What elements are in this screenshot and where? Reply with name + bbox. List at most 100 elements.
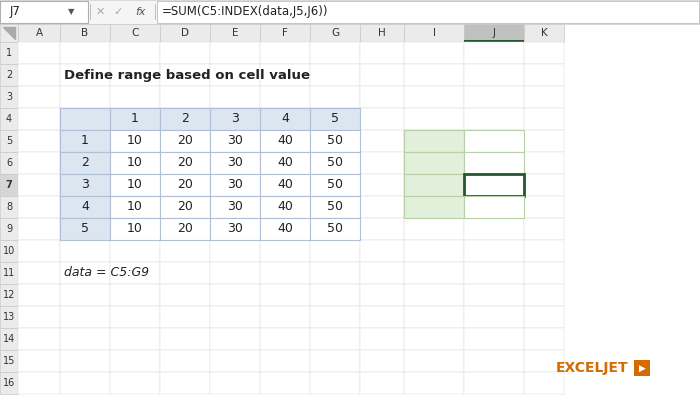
Bar	[464, 306, 524, 328]
Bar	[0, 86, 18, 108]
Bar	[404, 350, 464, 372]
Text: =SUM(C5:INDEX(data,J5,J6)): =SUM(C5:INDEX(data,J5,J6))	[162, 6, 328, 18]
Bar	[210, 108, 260, 130]
Text: ✕: ✕	[95, 7, 105, 17]
Bar	[464, 86, 524, 108]
Text: 20: 20	[177, 222, 193, 236]
Bar	[60, 218, 110, 240]
Bar	[210, 218, 260, 240]
Text: 50: 50	[327, 200, 343, 214]
Bar	[0, 0, 700, 24]
Bar	[0, 328, 18, 350]
Text: 30: 30	[227, 134, 243, 148]
Bar	[464, 262, 524, 284]
Bar	[360, 218, 404, 240]
Bar	[0, 240, 18, 262]
Bar	[0, 306, 18, 328]
Bar	[160, 108, 210, 130]
Text: 5: 5	[331, 112, 339, 126]
Bar	[60, 350, 110, 372]
Bar	[260, 328, 310, 350]
Bar	[524, 196, 564, 218]
Text: 10: 10	[127, 178, 143, 192]
Bar	[404, 328, 464, 350]
Bar	[360, 174, 404, 196]
Text: I: I	[433, 28, 435, 38]
Bar	[210, 130, 260, 152]
Bar	[524, 284, 564, 306]
Bar	[260, 130, 310, 152]
Bar	[360, 372, 404, 394]
Bar	[160, 350, 210, 372]
Bar	[310, 108, 360, 130]
Bar	[110, 108, 160, 130]
Text: 10: 10	[127, 200, 143, 214]
Bar	[110, 218, 160, 240]
Bar	[464, 328, 524, 350]
Bar	[404, 372, 464, 394]
Bar	[404, 240, 464, 262]
Bar	[360, 240, 404, 262]
Text: 30: 30	[227, 178, 243, 192]
Bar	[110, 86, 160, 108]
Text: E: E	[232, 28, 238, 38]
Bar	[260, 218, 310, 240]
Text: 50: 50	[327, 156, 343, 170]
Bar	[634, 360, 650, 376]
Text: B: B	[81, 28, 89, 38]
Text: J: J	[493, 28, 496, 38]
Bar	[464, 130, 524, 152]
Bar	[524, 152, 564, 174]
Bar	[60, 86, 110, 108]
Bar	[110, 262, 160, 284]
Bar	[160, 152, 210, 174]
Bar	[464, 218, 524, 240]
Polygon shape	[3, 27, 15, 39]
Text: 30: 30	[227, 200, 243, 214]
Bar	[260, 196, 310, 218]
Bar	[524, 130, 564, 152]
Bar	[404, 306, 464, 328]
Text: 20: 20	[177, 178, 193, 192]
Bar	[404, 174, 464, 196]
Bar	[160, 108, 210, 130]
Bar	[210, 24, 260, 42]
Bar	[160, 262, 210, 284]
Text: 10: 10	[127, 156, 143, 170]
Bar	[18, 196, 60, 218]
Bar	[18, 262, 60, 284]
Text: 7: 7	[6, 180, 13, 190]
Bar	[404, 64, 464, 86]
Bar	[60, 240, 110, 262]
Bar	[360, 262, 404, 284]
Bar	[60, 174, 110, 196]
Bar	[60, 218, 110, 240]
Bar	[404, 218, 464, 240]
Bar	[110, 130, 160, 152]
Text: 9: 9	[6, 224, 12, 234]
Bar	[260, 64, 310, 86]
Bar	[60, 196, 110, 218]
Bar	[18, 218, 60, 240]
Bar	[524, 372, 564, 394]
Bar	[210, 372, 260, 394]
Bar	[310, 86, 360, 108]
Bar	[210, 42, 260, 64]
Bar	[60, 152, 110, 174]
Bar	[260, 152, 310, 174]
Bar	[160, 328, 210, 350]
Text: fx: fx	[134, 7, 146, 17]
Bar	[110, 152, 160, 174]
Text: 2: 2	[6, 70, 12, 80]
Bar	[210, 218, 260, 240]
Bar	[310, 240, 360, 262]
Text: 12: 12	[3, 290, 15, 300]
Text: 40: 40	[277, 134, 293, 148]
Text: 30: 30	[227, 156, 243, 170]
Bar	[160, 24, 210, 42]
Bar	[160, 64, 210, 86]
Bar	[60, 108, 110, 130]
Bar	[110, 218, 160, 240]
Text: ✓: ✓	[113, 7, 122, 17]
Text: 3: 3	[81, 178, 89, 192]
